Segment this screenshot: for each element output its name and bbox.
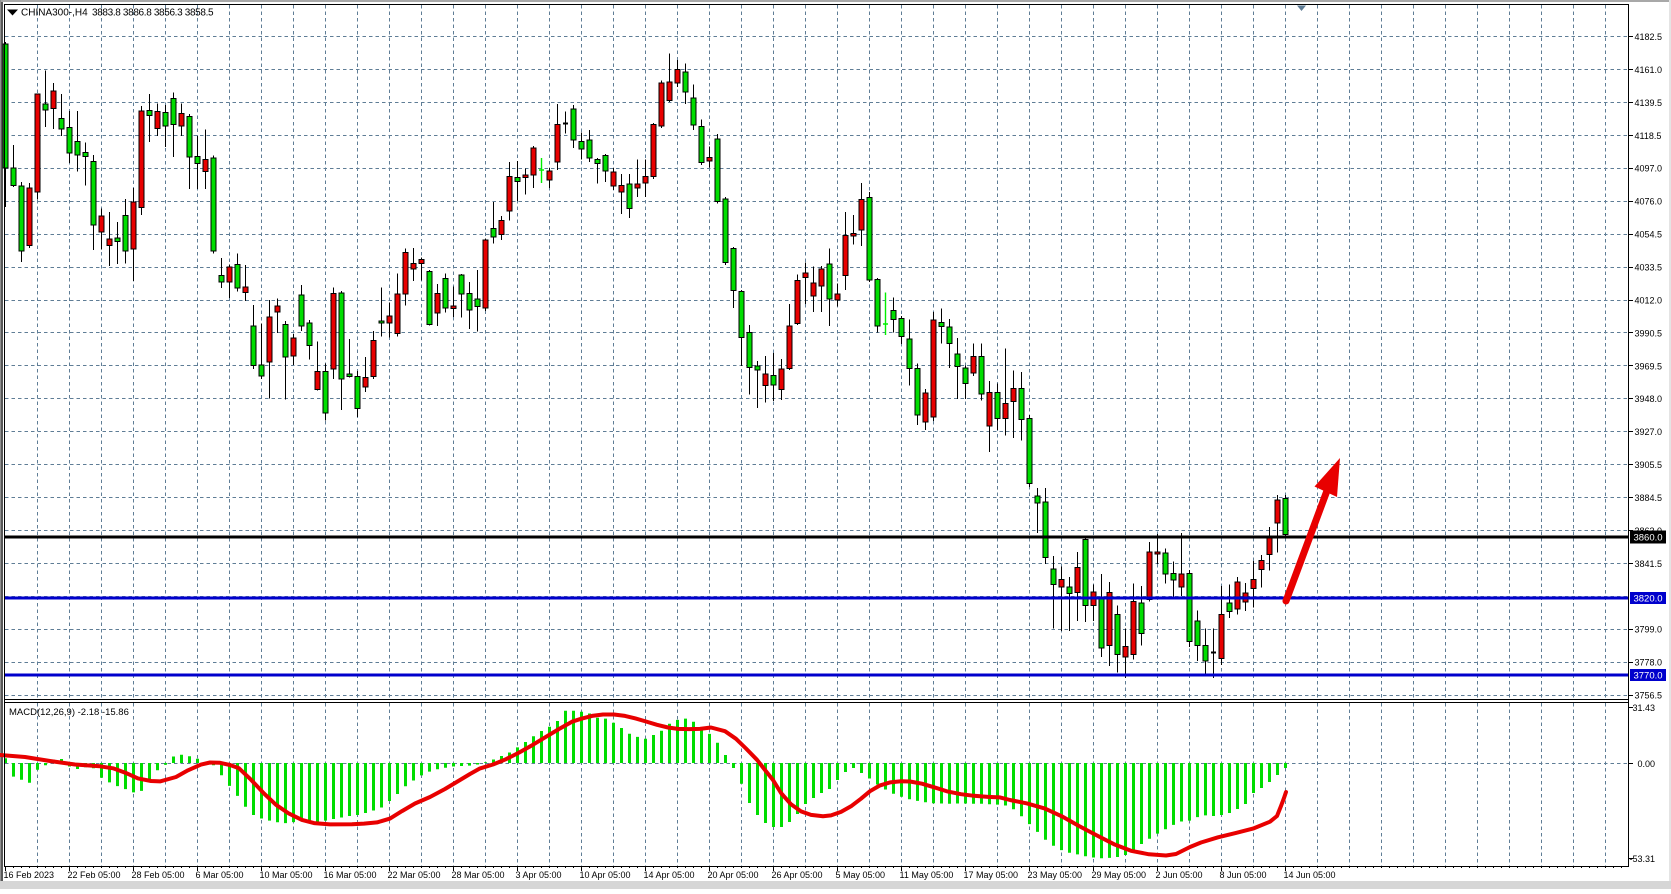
svg-text:23 May 05:00: 23 May 05:00 (1028, 870, 1083, 880)
svg-text:3756.5: 3756.5 (1635, 691, 1663, 701)
svg-text:28 Feb 05:00: 28 Feb 05:00 (132, 870, 185, 880)
svg-text:11 May 05:00: 11 May 05:00 (900, 870, 954, 880)
svg-text:5 May 05:00: 5 May 05:00 (836, 870, 886, 880)
svg-text:3948.0: 3948.0 (1635, 394, 1663, 404)
svg-text:16 Feb 2023: 16 Feb 2023 (4, 870, 55, 880)
svg-text:3990.5: 3990.5 (1635, 328, 1663, 338)
svg-text:3778.0: 3778.0 (1635, 658, 1663, 668)
svg-text:3969.5: 3969.5 (1635, 361, 1663, 371)
svg-text:3927.0: 3927.0 (1635, 427, 1663, 437)
svg-text:10 Apr 05:00: 10 Apr 05:00 (580, 870, 631, 880)
svg-text:16 Mar 05:00: 16 Mar 05:00 (324, 870, 377, 880)
svg-text:3883.8 3886.8 3856.3 3858.5: 3883.8 3886.8 3856.3 3858.5 (92, 8, 214, 19)
svg-text:4139.5: 4139.5 (1635, 98, 1663, 108)
svg-text:4182.5: 4182.5 (1635, 32, 1663, 42)
svg-text:4054.5: 4054.5 (1635, 230, 1663, 240)
svg-text:17 May 05:00: 17 May 05:00 (964, 870, 1019, 880)
svg-text:3860.0: 3860.0 (1633, 533, 1662, 544)
svg-text:3905.5: 3905.5 (1635, 460, 1663, 470)
svg-text:8 Jun 05:00: 8 Jun 05:00 (1220, 870, 1267, 880)
svg-text:28 Mar 05:00: 28 Mar 05:00 (452, 870, 505, 880)
svg-text:20 Apr 05:00: 20 Apr 05:00 (708, 870, 759, 880)
svg-text:2 Jun 05:00: 2 Jun 05:00 (1156, 870, 1203, 880)
svg-text:3799.0: 3799.0 (1635, 625, 1663, 635)
svg-text:29 May 05:00: 29 May 05:00 (1092, 870, 1147, 880)
svg-text:6 Mar 05:00: 6 Mar 05:00 (196, 870, 244, 880)
svg-text:4161.0: 4161.0 (1635, 65, 1663, 75)
svg-text:-53.31: -53.31 (1629, 854, 1655, 864)
svg-text:3 Apr 05:00: 3 Apr 05:00 (516, 870, 562, 880)
svg-text:3820.0: 3820.0 (1633, 594, 1662, 605)
svg-text:3841.5: 3841.5 (1635, 559, 1663, 569)
svg-text:MACD(12,26,9) -2.18 -15.86: MACD(12,26,9) -2.18 -15.86 (9, 707, 129, 718)
svg-text:0.00: 0.00 (1637, 759, 1655, 769)
svg-text:4118.5: 4118.5 (1635, 131, 1662, 141)
svg-text:CHINA300-,H4: CHINA300-,H4 (21, 8, 88, 19)
svg-text:10 Mar 05:00: 10 Mar 05:00 (260, 870, 313, 880)
svg-text:4076.0: 4076.0 (1635, 197, 1663, 207)
svg-text:4097.0: 4097.0 (1635, 164, 1663, 174)
svg-text:4012.0: 4012.0 (1635, 295, 1663, 305)
svg-text:22 Feb 05:00: 22 Feb 05:00 (68, 870, 121, 880)
svg-text:26 Apr 05:00: 26 Apr 05:00 (772, 870, 823, 880)
svg-text:3770.0: 3770.0 (1633, 671, 1662, 682)
svg-text:14 Jun 05:00: 14 Jun 05:00 (1284, 870, 1336, 880)
svg-text:4033.5: 4033.5 (1635, 263, 1663, 273)
svg-text:3884.5: 3884.5 (1635, 493, 1663, 503)
svg-text:14 Apr 05:00: 14 Apr 05:00 (644, 870, 695, 880)
svg-text:31.43: 31.43 (1632, 703, 1655, 713)
svg-text:22 Mar 05:00: 22 Mar 05:00 (388, 870, 441, 880)
